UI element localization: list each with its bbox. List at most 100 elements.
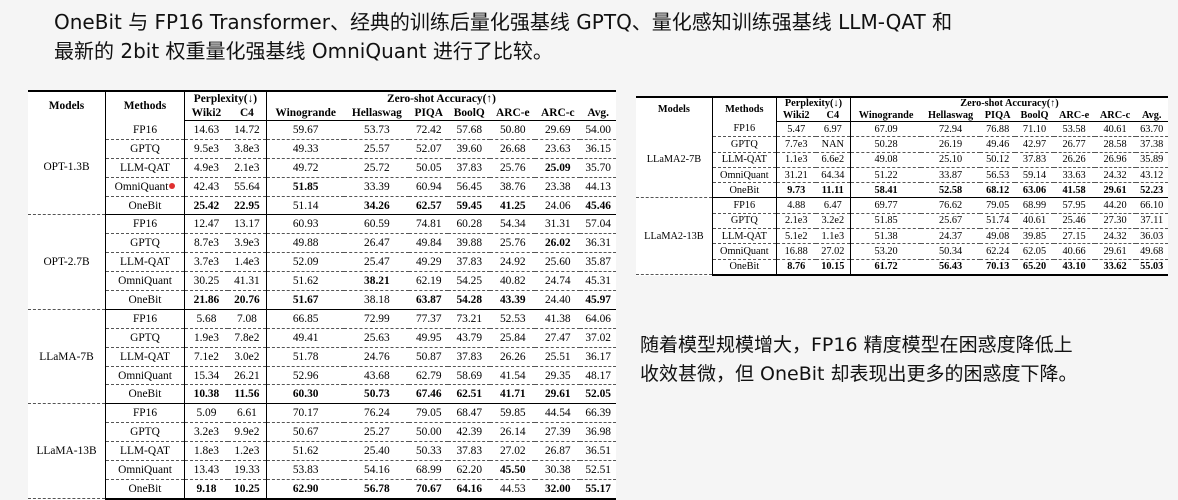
value-cell: 36.17 <box>580 347 616 367</box>
value-cell: 31.21 <box>776 167 816 184</box>
value-cell: 54.25 <box>448 271 491 292</box>
value-cell: 54.16 <box>344 460 410 480</box>
method-cell: GPTQ <box>712 213 777 230</box>
value-cell: 37.83 <box>448 252 491 273</box>
value-cell: 29.61 <box>1094 182 1136 199</box>
value-cell: 58.69 <box>448 366 491 386</box>
value-cell: 52.07 <box>409 139 449 159</box>
value-cell: 41.38 <box>535 309 581 329</box>
value-cell: 29.61 <box>1094 243 1136 260</box>
value-cell: 63.70 <box>1135 121 1168 138</box>
value-cell: 1.2e3 <box>227 441 267 462</box>
value-cell: 40.66 <box>1053 243 1095 260</box>
note-line-2: 收效甚微，但 OneBit 却表现出更多的困惑度下降。 <box>640 363 1078 385</box>
value-cell: 62.19 <box>409 271 449 292</box>
value-cell: 49.88 <box>266 233 345 254</box>
value-cell: 42.39 <box>448 422 491 443</box>
value-cell: 51.74 <box>979 213 1016 230</box>
value-cell: 8.76 <box>776 259 816 276</box>
value-cell: 24.37 <box>921 228 980 245</box>
table-row: GPTQ 9.5e3 3.8e3 49.33 25.57 52.07 39.60 26.68 2… <box>28 139 616 159</box>
note-line-1: 随着模型规模增大，FP16 精度模型在困惑度降低上 <box>640 334 1073 356</box>
value-cell: 52.09 <box>266 252 345 273</box>
header-perplexity: Perplexity(↓) <box>776 96 852 110</box>
value-cell: 50.73 <box>344 384 410 405</box>
value-cell: 38.76 <box>490 177 536 197</box>
value-cell: 29.61 <box>535 384 581 405</box>
value-cell: 49.29 <box>409 252 449 273</box>
value-cell: 41.54 <box>490 366 536 386</box>
value-cell: 29.35 <box>535 366 581 386</box>
value-cell: 51.62 <box>266 441 345 462</box>
value-cell: 19.33 <box>227 460 267 480</box>
value-cell: 35.70 <box>580 158 616 178</box>
value-cell: 44.54 <box>535 403 581 424</box>
value-cell: 28.58 <box>1094 136 1136 153</box>
value-cell: 59.85 <box>490 403 536 424</box>
value-cell: 25.51 <box>535 347 581 367</box>
model-name-cell: OPT-1.3B <box>28 120 107 216</box>
value-cell: 76.88 <box>979 121 1016 138</box>
value-cell: 32.00 <box>535 479 581 500</box>
value-cell: 22.95 <box>227 196 267 216</box>
method-cell: OneBit <box>105 290 185 310</box>
table-row: OmniQuant 16.88 27.02 53.20 50.34 62.24 62.05 4… <box>636 243 1168 260</box>
table-row: LLaMA-13B FP16 5.09 6.61 70.17 76.24 79.05 68.4… <box>28 403 616 500</box>
value-cell: 9.9e2 <box>227 422 267 443</box>
value-cell: 3.2e2 <box>815 213 852 230</box>
value-cell: 51.22 <box>850 167 922 184</box>
slide-heading: OneBit 与 FP16 Transformer、经典的训练后量化强基线 GP… <box>54 8 1154 66</box>
heading-line-1: OneBit 与 FP16 Transformer、经典的训练后量化强基线 GP… <box>54 10 953 34</box>
value-cell: 6.97 <box>815 121 852 138</box>
value-cell: 8.7e3 <box>184 233 228 254</box>
value-cell: 7.08 <box>227 309 267 329</box>
method-cell: GPTQ <box>105 233 185 254</box>
heading-line-2: 最新的 2bit 权重量化强基线 OmniQuant 进行了比较。 <box>54 39 553 63</box>
value-cell: 51.85 <box>850 213 922 230</box>
value-cell: 52.23 <box>1135 182 1168 199</box>
value-cell: 33.63 <box>1053 167 1095 184</box>
header-boolq: BoolQ <box>1015 109 1054 122</box>
value-cell: 50.67 <box>266 422 345 443</box>
value-cell: 10.15 <box>815 259 852 276</box>
value-cell: 37.83 <box>1015 152 1054 168</box>
value-cell: 50.12 <box>979 152 1016 168</box>
value-cell: 26.21 <box>227 366 267 386</box>
model-name-cell: LLaMA-13B <box>28 403 107 500</box>
value-cell: 31.31 <box>535 214 581 235</box>
value-cell: 72.99 <box>344 309 410 329</box>
method-cell: FP16 <box>712 121 777 138</box>
value-cell: 51.14 <box>266 196 345 216</box>
value-cell: 1.1e3 <box>815 228 852 245</box>
value-cell: 6.6e2 <box>815 152 852 168</box>
value-cell: 53.58 <box>1053 121 1095 138</box>
value-cell: 39.85 <box>1015 228 1054 245</box>
value-cell: 23.63 <box>535 139 581 159</box>
value-cell: 35.87 <box>580 252 616 273</box>
header-zeroshot: Zero-shot Accuracy(↑) <box>850 96 1168 110</box>
value-cell: 16.88 <box>776 243 816 260</box>
value-cell: 43.68 <box>344 366 410 386</box>
table-row: LLaMA-7B FP16 5.68 7.08 66.85 72.99 77.37 73.21… <box>28 309 616 405</box>
value-cell: 53.73 <box>344 120 410 140</box>
method-cell: LLM-QAT <box>105 158 185 178</box>
value-cell: 15.34 <box>184 366 228 386</box>
value-cell: 26.47 <box>344 233 410 254</box>
value-cell: 62.51 <box>448 384 491 405</box>
value-cell: 52.53 <box>490 309 536 329</box>
value-cell: 27.47 <box>535 328 581 348</box>
value-cell: 52.51 <box>580 460 616 480</box>
method-cell: LLM-QAT <box>105 441 185 462</box>
value-cell: 67.09 <box>850 121 922 138</box>
value-cell: 13.17 <box>227 214 267 235</box>
value-cell: 45.97 <box>580 290 616 310</box>
header-piqa: PIQA <box>979 109 1016 122</box>
value-cell: 25.09 <box>535 158 581 178</box>
value-cell: 36.15 <box>580 139 616 159</box>
value-cell: 1.4e3 <box>227 252 267 273</box>
method-cell: GPTQ <box>712 136 777 153</box>
table-row: LLaMA2-7B FP16 5.47 6.97 67.09 72.94 76.88 71.1… <box>636 121 1168 199</box>
value-cell: 35.89 <box>1135 152 1168 168</box>
table-row: LLM-QAT 3.7e3 1.4e3 52.09 25.47 49.29 37.83 24.… <box>28 252 616 273</box>
value-cell: 2.1e3 <box>776 213 816 230</box>
